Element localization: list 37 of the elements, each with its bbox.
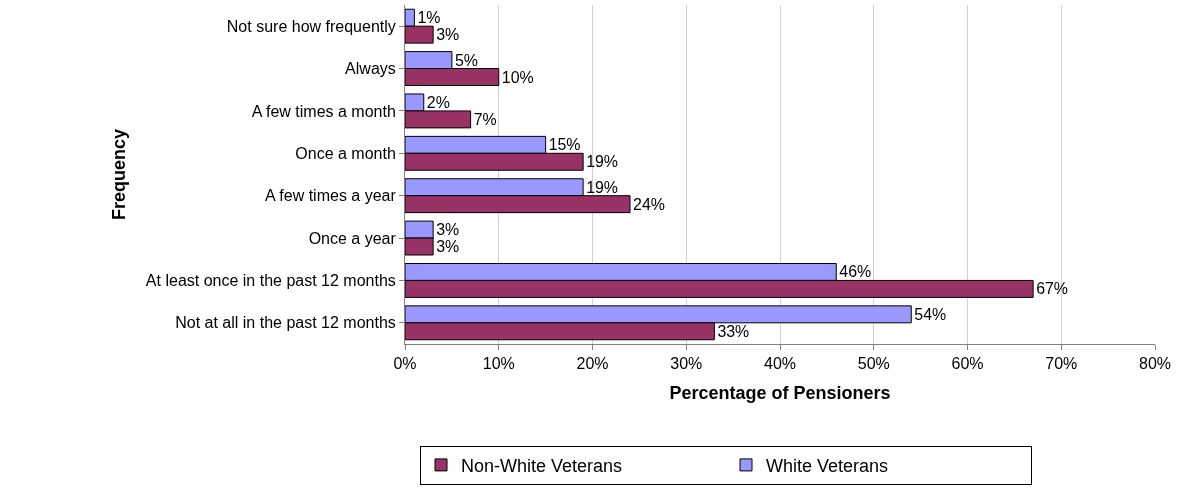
- data-label: 15%: [548, 136, 581, 154]
- y-axis-title: Frequency: [109, 128, 130, 221]
- y-tick-label: Once a year: [308, 229, 397, 247]
- x-tick-label: 40%: [763, 355, 797, 373]
- data-label: 19%: [586, 153, 619, 171]
- y-tick-label: Once a month: [295, 144, 396, 162]
- x-tick-label: 30%: [670, 355, 703, 373]
- y-tick-label: At least once in the past 12 months: [145, 272, 396, 290]
- data-label: 3%: [436, 221, 460, 239]
- x-tick-label: 70%: [1045, 355, 1078, 373]
- legend-label: White Veterans: [766, 455, 889, 476]
- data-label: 3%: [436, 238, 460, 256]
- data-label: 5%: [454, 51, 478, 69]
- x-tick-label: 20%: [576, 355, 609, 373]
- data-label: 33%: [717, 322, 750, 340]
- x-tick-label: 10%: [482, 355, 515, 373]
- x-tick-label: 80%: [1138, 355, 1172, 373]
- data-label: 2%: [426, 93, 450, 111]
- x-axis-title: Percentage of Pensioners: [669, 383, 891, 404]
- data-label: 54%: [914, 305, 947, 323]
- x-tick-label: 50%: [857, 355, 890, 373]
- x-tick-label: 60%: [951, 355, 984, 373]
- data-label: 24%: [633, 195, 665, 213]
- data-label: 10%: [501, 68, 534, 86]
- data-label: 46%: [839, 263, 872, 281]
- legend-label: Non-White Veterans: [461, 455, 623, 476]
- data-label: 19%: [586, 178, 619, 196]
- y-tick-label: Not sure how frequently: [226, 17, 396, 35]
- y-tick-label: A few times a year: [265, 187, 397, 205]
- x-tick-label: 0%: [393, 355, 417, 373]
- data-label: 1%: [417, 9, 441, 27]
- y-tick-label: Not at all in the past 12 months: [175, 314, 396, 332]
- data-label: 3%: [436, 26, 460, 44]
- y-tick-label: Always: [345, 60, 396, 78]
- data-label: 7%: [473, 110, 497, 128]
- data-label: 67%: [1036, 280, 1069, 298]
- y-tick-label: A few times a month: [251, 102, 396, 120]
